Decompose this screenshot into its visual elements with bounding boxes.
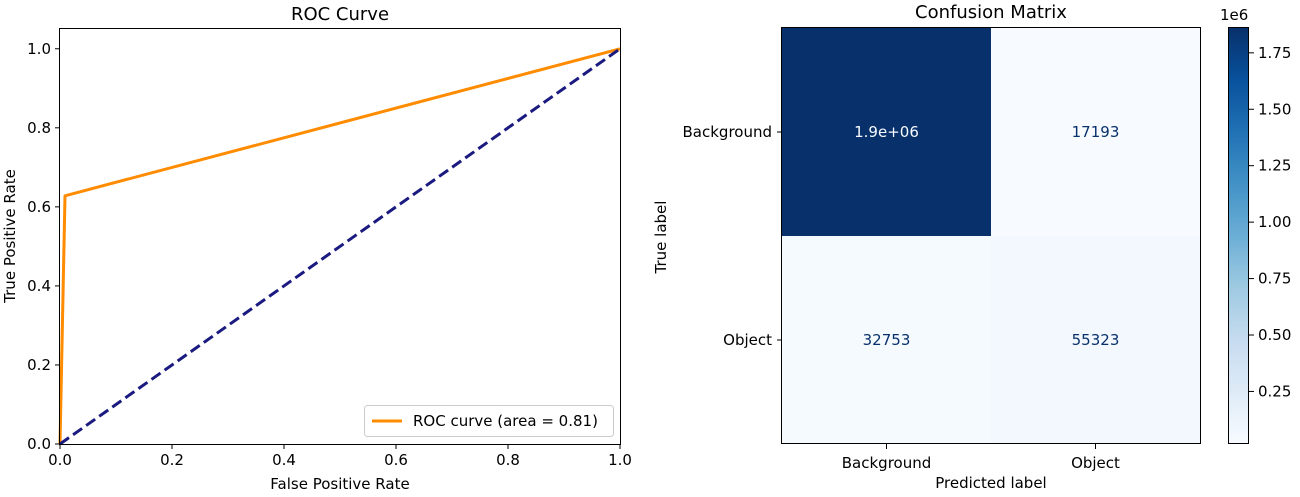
colorbar-tick-label: 1.75 [1258, 44, 1291, 62]
roc-legend: ROC curve (area = 0.81) [364, 405, 614, 437]
roc-x-tick-label: 0.0 [48, 451, 72, 469]
roc-y-axis-label: True Positive Rate [1, 169, 19, 304]
cm-y-tick-label: Background [683, 123, 773, 141]
roc-y-tick-label: 0.8 [27, 119, 51, 137]
colorbar-ticks: 0.25 0.50 0.75 1.00 1.25 1.50 1.75 [1249, 44, 1291, 400]
colorbar-tick-label: 0.75 [1258, 270, 1291, 288]
roc-x-ticks: 0.0 0.2 0.4 0.6 0.8 1.0 [48, 444, 632, 469]
roc-y-ticks: 0.0 0.2 0.4 0.6 0.8 1.0 [27, 40, 60, 453]
roc-x-tick-label: 0.4 [272, 451, 296, 469]
colorbar: 0.25 0.50 0.75 1.00 1.25 1.50 1.75 1e6 [1220, 6, 1291, 444]
cm-cell [782, 28, 991, 236]
cm-cell [991, 236, 1200, 444]
roc-x-axis-label: False Positive Rate [270, 475, 409, 493]
roc-y-tick-label: 0.6 [27, 198, 51, 216]
cm-cells: 1.9e+06 17193 32753 55323 [782, 28, 1200, 444]
roc-x-tick-label: 0.8 [496, 451, 520, 469]
cm-axes-frame [781, 27, 1201, 444]
colorbar-tick-label: 0.50 [1258, 326, 1291, 344]
cm-x-tick-label: Background [842, 454, 932, 472]
colorbar-gradient [1228, 27, 1249, 444]
roc-title: ROC Curve [291, 4, 389, 25]
cm-x-tick-label: Object [1071, 454, 1120, 472]
cm-x-ticks: Background Object [842, 444, 1120, 472]
cm-cell [991, 28, 1200, 236]
cm-cell-label: 55323 [1072, 331, 1120, 349]
cm-y-ticks: Background Object [683, 123, 782, 349]
roc-y-tick-label: 1.0 [27, 40, 51, 58]
roc-x-tick-label: 1.0 [608, 451, 632, 469]
cm-cell-label: 17193 [1072, 123, 1120, 141]
roc-x-tick-label: 0.6 [384, 451, 408, 469]
roc-y-tick-label: 0.4 [27, 277, 51, 295]
roc-x-tick-label: 0.2 [160, 451, 184, 469]
cm-title: Confusion Matrix [915, 2, 1067, 23]
roc-axes-frame [59, 28, 621, 445]
roc-y-tick-label: 0.2 [27, 356, 51, 374]
cm-y-tick-label: Object [723, 331, 772, 349]
colorbar-tick-label: 1.50 [1258, 100, 1291, 118]
roc-chart: ROC Curve 0.0 0.2 0.4 0.6 0.8 1.0 0.00.20.40.… [1, 4, 632, 493]
colorbar-tick-label: 1.25 [1258, 157, 1291, 175]
colorbar-tick-label: 1.00 [1258, 213, 1291, 231]
cm-cell [782, 236, 991, 444]
roc-legend-label: ROC curve (area = 0.81) [413, 412, 598, 430]
chance-diagonal-line [59, 47, 621, 446]
roc-plot-area [58, 47, 621, 446]
cm-cell-label: 1.9e+06 [854, 123, 919, 141]
cm-cell-label: 32753 [863, 331, 911, 349]
roc-y-tick-label: 0.0 [27, 435, 51, 453]
colorbar-exponent-label: 1e6 [1220, 6, 1248, 24]
roc-curve-line [58, 47, 621, 445]
cm-y-axis-label: True label [652, 201, 670, 275]
colorbar-tick-label: 0.25 [1258, 382, 1291, 400]
cm-x-axis-label: Predicted label [935, 474, 1046, 492]
roc-legend-box [364, 405, 614, 437]
